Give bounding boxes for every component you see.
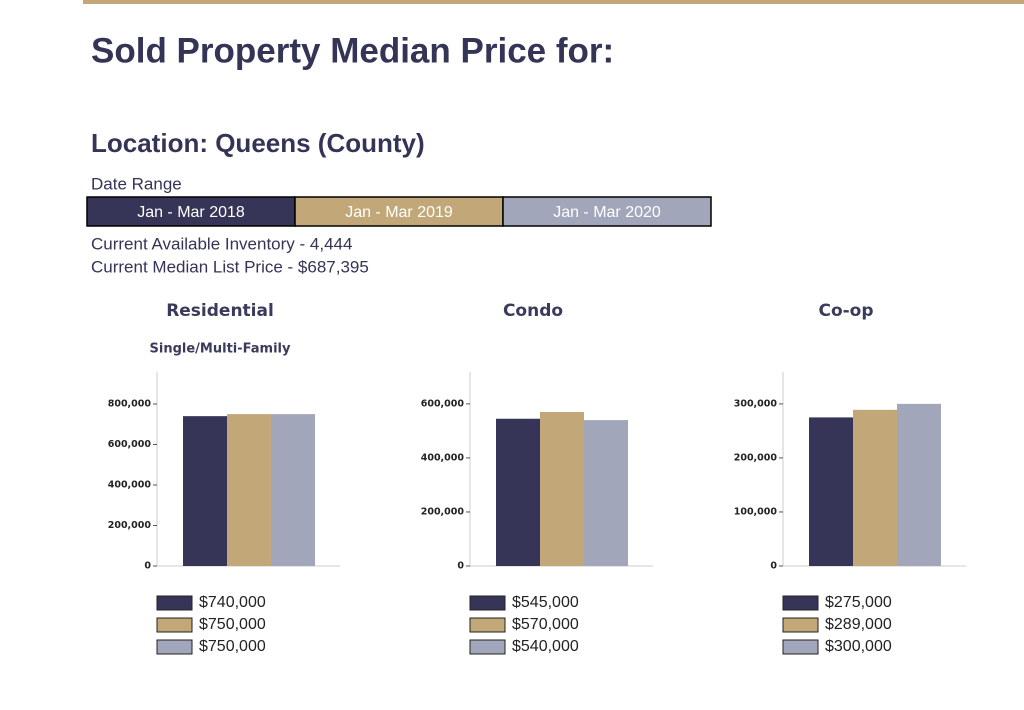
y-tick-label: 600,000 [108, 439, 152, 450]
legend-label: $740,000 [199, 594, 266, 611]
bar [809, 417, 853, 566]
bar [271, 414, 315, 566]
bar [897, 403, 941, 566]
legend-swatch [156, 617, 193, 633]
chart-subtitle: Single/Multi-Family [150, 342, 291, 357]
location: Location: Queens (County) [91, 128, 425, 158]
period-button[interactable] [294, 196, 504, 227]
legend-label: $750,000 [199, 616, 266, 633]
legend-swatch [782, 617, 819, 633]
legend-label: $275,000 [825, 594, 892, 611]
y-tick-label: 200,000 [421, 506, 465, 517]
bar [496, 418, 540, 566]
legend-label: $300,000 [825, 638, 892, 655]
legend-swatch [156, 639, 193, 655]
y-tick-label: 400,000 [108, 479, 152, 490]
y-tick-label: 0 [770, 561, 777, 572]
inventory: Current Available Inventory - 4,444 [91, 234, 352, 253]
y-tick-label: 800,000 [108, 398, 152, 409]
chart-title: Residential [166, 301, 274, 321]
y-tick-label: 200,000 [108, 520, 152, 531]
y-tick-label: 0 [457, 561, 464, 572]
page-title: Sold Property Median Price for: [91, 31, 614, 70]
y-tick-label: 400,000 [421, 452, 465, 463]
chart-title: Condo [503, 301, 563, 321]
legend-label: $540,000 [512, 638, 579, 655]
period-label[interactable]: Jan - Mar 2020 [553, 204, 661, 221]
bar [584, 420, 628, 566]
chart-title: Co-op [818, 301, 873, 321]
legend-swatch [782, 595, 819, 611]
period-button[interactable] [86, 196, 296, 227]
legend-swatch [469, 595, 506, 611]
legend-swatch [469, 617, 506, 633]
period-label[interactable]: Jan - Mar 2019 [345, 204, 453, 221]
median-list-price: Current Median List Price - $687,395 [91, 257, 369, 276]
bar [183, 416, 227, 566]
y-tick-label: 200,000 [734, 452, 778, 463]
legend-swatch [469, 639, 506, 655]
period-label[interactable]: Jan - Mar 2018 [137, 204, 245, 221]
legend-swatch [156, 595, 193, 611]
y-tick-label: 0 [144, 561, 151, 572]
legend-label: $750,000 [199, 638, 266, 655]
bar [227, 414, 271, 566]
bar [540, 411, 584, 566]
period-button[interactable] [502, 196, 712, 227]
top-bar [83, 0, 1024, 4]
bar [853, 409, 897, 566]
y-tick-label: 600,000 [421, 398, 465, 409]
legend-label: $545,000 [512, 594, 579, 611]
legend-swatch [782, 639, 819, 655]
date-range-label: Date Range [91, 174, 182, 193]
y-tick-label: 300,000 [734, 398, 778, 409]
legend-label: $289,000 [825, 616, 892, 633]
legend-label: $570,000 [512, 616, 579, 633]
y-tick-label: 100,000 [734, 506, 778, 517]
